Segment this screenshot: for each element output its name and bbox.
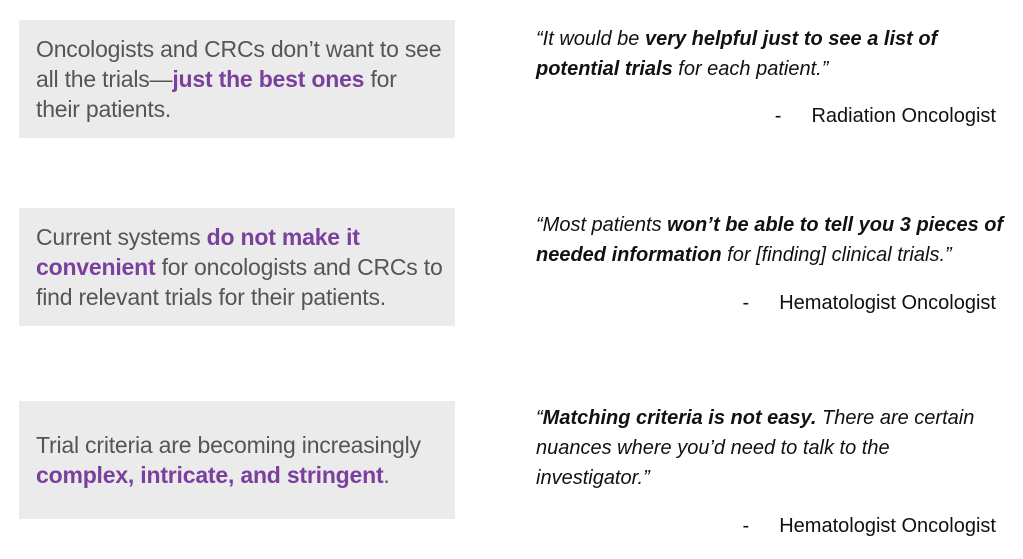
finding-text-part: for oncologists and CRCs to find relevan… bbox=[36, 254, 443, 310]
finding-box-2: Current systems do not make it convenien… bbox=[19, 208, 455, 326]
quote-text-part: There are certain nuances where you’d ne… bbox=[536, 407, 975, 489]
quote-text-part: “It would be bbox=[536, 28, 645, 50]
attribution-3: - Hematologist Oncologist bbox=[743, 511, 996, 541]
quote-emphasis: won’t be able to tell you 3 pieces of ne… bbox=[536, 214, 1004, 266]
finding-text: Current systems do not make it convenien… bbox=[36, 222, 445, 312]
attribution-name: Hematologist Oncologist bbox=[779, 515, 996, 537]
finding-text: Trial criteria are becoming increasingly… bbox=[36, 430, 445, 490]
quote-text-part: for each patient.” bbox=[672, 58, 829, 80]
attribution-dash: - bbox=[742, 515, 750, 537]
finding-highlight: do not make it convenient bbox=[36, 224, 360, 280]
attribution-dash: - bbox=[742, 292, 750, 314]
finding-text-part: Current systems bbox=[36, 224, 207, 250]
attribution-2: - Hematologist Oncologist bbox=[743, 288, 996, 318]
finding-text-part: for their patients. bbox=[36, 66, 397, 122]
finding-highlight: just the best ones bbox=[172, 66, 365, 92]
finding-text-part: Oncologists and CRCs don’t want to see a… bbox=[36, 36, 442, 92]
quote-2: “Most patients won’t be able to tell you… bbox=[536, 210, 1006, 270]
attribution-name: Radiation Oncologist bbox=[811, 105, 996, 127]
finding-highlight: complex, intricate, and stringent bbox=[36, 462, 384, 488]
finding-text-part: . bbox=[383, 462, 390, 488]
finding-text: Oncologists and CRCs don’t want to see a… bbox=[36, 34, 445, 124]
finding-box-1: Oncologists and CRCs don’t want to see a… bbox=[19, 20, 455, 138]
attribution-dash: - bbox=[774, 105, 782, 127]
quote-emphasis: very helpful just to see a list of poten… bbox=[536, 28, 938, 80]
quote-text-part: for [finding] clinical trials.” bbox=[721, 244, 952, 266]
quote-text-part: “Most patients bbox=[536, 214, 668, 236]
finding-box-3: Trial criteria are becoming increasingly… bbox=[19, 401, 455, 519]
finding-text-part: Trial criteria are becoming increasingly bbox=[36, 432, 421, 458]
quote-1: “It would be very helpful just to see a … bbox=[536, 24, 1006, 84]
attribution-name: Hematologist Oncologist bbox=[779, 292, 996, 314]
attribution-1: - Radiation Oncologist bbox=[775, 101, 996, 131]
quote-emphasis: Matching criteria is not easy. bbox=[542, 407, 817, 429]
quote-text-part: “ bbox=[536, 407, 543, 429]
quote-3: “Matching criteria is not easy. There ar… bbox=[536, 403, 1006, 493]
